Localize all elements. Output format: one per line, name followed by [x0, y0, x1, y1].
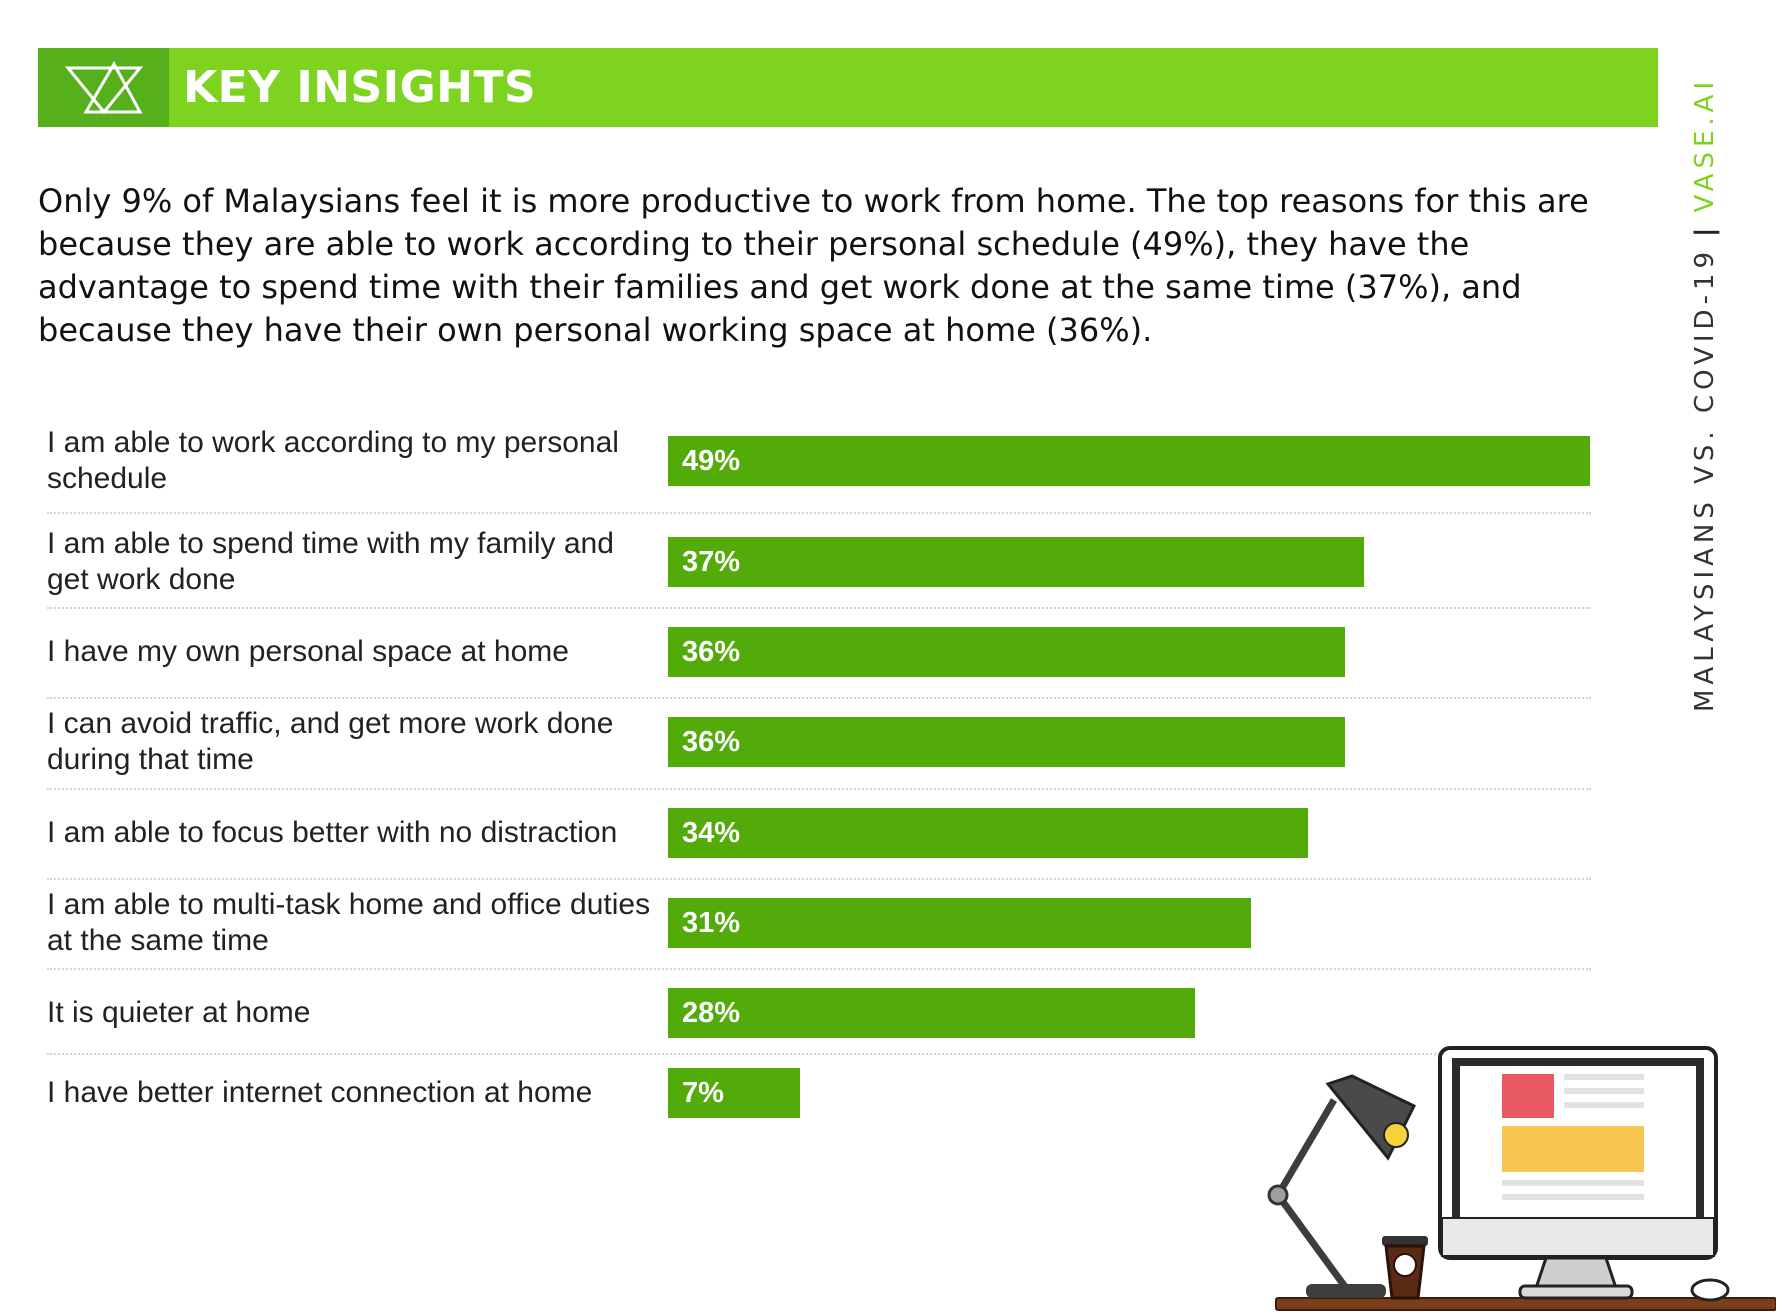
- side-caption: MALAYSIANS VS. COVID-19 | VASE.AI: [1690, 77, 1720, 712]
- side-caption-separator: |: [1690, 222, 1720, 237]
- side-caption-title: MALAYSIANS VS. COVID-19: [1690, 246, 1720, 712]
- monitor-icon: [1438, 1046, 1730, 1302]
- bar-category-label: I have my own personal space at home: [47, 635, 569, 668]
- intro-paragraph: Only 9% of Malaysians feel it is more pr…: [38, 182, 1589, 349]
- bar-value-label: 49%: [682, 445, 741, 477]
- row-divider: [47, 1053, 1591, 1055]
- bar-value-label: 34%: [682, 817, 741, 849]
- bar: [668, 808, 1308, 858]
- lamp-icon: [1267, 1074, 1417, 1298]
- header-banner: KEY INSIGHTS: [38, 48, 1658, 127]
- bar-category-label: I am able to multi-task home and office …: [47, 888, 651, 957]
- bar-value-label: 28%: [682, 997, 741, 1029]
- bar-value-label: 31%: [682, 907, 741, 939]
- bar-value-label: 36%: [682, 726, 741, 758]
- row-divider: [47, 607, 1591, 609]
- side-caption-brand: VASE.AI: [1690, 76, 1720, 213]
- bar-category-label: I have better internet connection at hom…: [47, 1076, 593, 1109]
- bar-value-label: 36%: [682, 636, 741, 668]
- page-title: KEY INSIGHTS: [183, 62, 537, 113]
- row-divider: [47, 512, 1591, 514]
- row-divider: [47, 878, 1591, 880]
- bar-category-label: I am able to focus better with no distra…: [47, 816, 618, 849]
- bar-category-label: I can avoid traffic, and get more work d…: [47, 707, 614, 776]
- row-divider: [47, 788, 1591, 790]
- bar-category-label: It is quieter at home: [47, 996, 311, 1029]
- row-divider: [47, 697, 1591, 699]
- bar: [668, 436, 1590, 486]
- bar-value-label: 7%: [682, 1077, 724, 1109]
- triangle-logo-icon: [64, 60, 143, 114]
- bar-category-label: I am able to work according to my person…: [47, 426, 619, 495]
- bar: [668, 537, 1364, 587]
- bar: [668, 898, 1251, 948]
- bar: [668, 1068, 800, 1118]
- bar: [668, 717, 1345, 767]
- logo-box: [38, 48, 169, 127]
- coffee-cup-icon: [1382, 1236, 1428, 1300]
- bar: [668, 988, 1195, 1038]
- bar-category-label: I am able to spend time with my family a…: [47, 527, 614, 596]
- row-divider: [47, 968, 1591, 970]
- desk-illustration: [1267, 1046, 1776, 1311]
- bar-value-label: 37%: [682, 546, 741, 578]
- bar: [668, 627, 1345, 677]
